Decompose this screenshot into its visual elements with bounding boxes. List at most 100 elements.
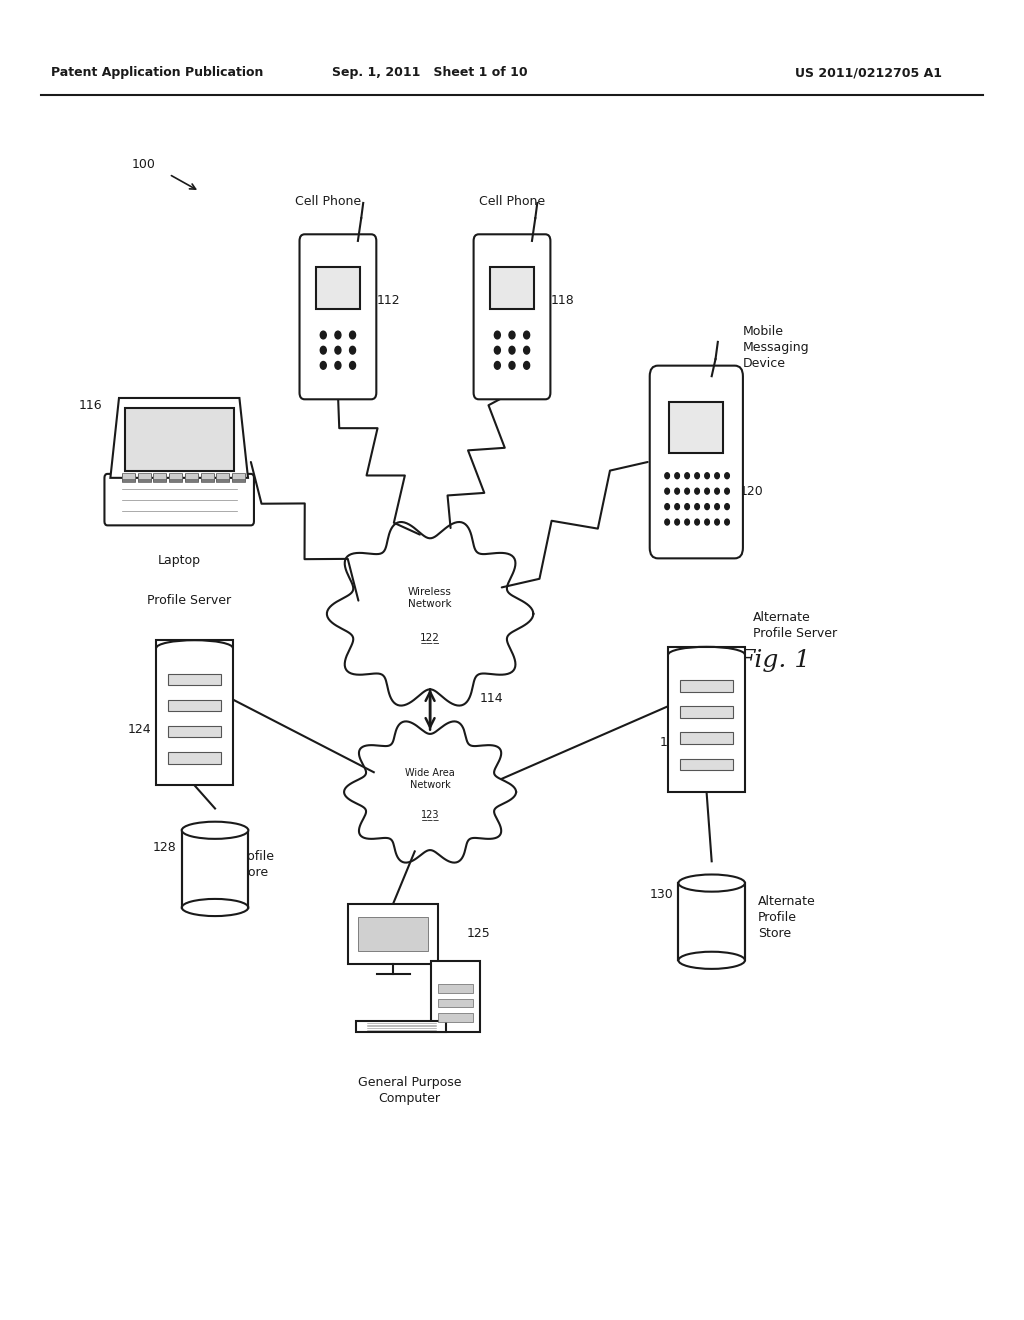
Bar xyxy=(438,1012,473,1022)
Polygon shape xyxy=(327,521,534,706)
Circle shape xyxy=(523,331,529,339)
Bar xyxy=(438,999,473,1007)
Text: Profile Server: Profile Server xyxy=(147,594,231,607)
Text: US 2011/0212705 A1: US 2011/0212705 A1 xyxy=(795,66,942,79)
Bar xyxy=(680,706,733,718)
Circle shape xyxy=(685,473,689,479)
Circle shape xyxy=(675,504,680,510)
Bar xyxy=(122,475,135,482)
Circle shape xyxy=(675,519,680,525)
Bar xyxy=(216,475,229,482)
Circle shape xyxy=(675,488,680,494)
Bar xyxy=(137,474,151,480)
Text: Alternate
Profile
Store: Alternate Profile Store xyxy=(758,895,815,940)
Text: 128: 128 xyxy=(153,841,176,854)
Bar xyxy=(182,830,248,908)
Circle shape xyxy=(335,362,341,370)
Circle shape xyxy=(715,504,719,510)
Polygon shape xyxy=(344,722,516,862)
Bar xyxy=(668,647,744,792)
Bar xyxy=(168,700,221,711)
Bar xyxy=(216,473,229,479)
Bar xyxy=(201,473,214,479)
Text: 126: 126 xyxy=(659,735,684,748)
Bar xyxy=(201,474,214,480)
Circle shape xyxy=(715,519,719,525)
Circle shape xyxy=(725,488,729,494)
Circle shape xyxy=(321,346,327,354)
Circle shape xyxy=(665,473,670,479)
Circle shape xyxy=(705,519,710,525)
Text: 1̲2̲3̲: 1̲2̲3̲ xyxy=(421,809,439,820)
Bar xyxy=(185,474,198,480)
Circle shape xyxy=(523,362,529,370)
Circle shape xyxy=(685,504,689,510)
Circle shape xyxy=(685,488,689,494)
Circle shape xyxy=(349,346,355,354)
Circle shape xyxy=(695,504,699,510)
Bar xyxy=(348,904,438,964)
Circle shape xyxy=(349,362,355,370)
Bar xyxy=(125,408,233,471)
Bar xyxy=(185,473,198,479)
Circle shape xyxy=(695,488,699,494)
Text: 120: 120 xyxy=(739,484,764,498)
Text: Cell Phone: Cell Phone xyxy=(295,195,360,207)
Circle shape xyxy=(705,504,710,510)
Ellipse shape xyxy=(678,952,744,969)
FancyBboxPatch shape xyxy=(650,366,743,558)
Circle shape xyxy=(509,346,515,354)
Bar xyxy=(154,474,166,480)
Bar xyxy=(122,473,135,479)
Text: 130: 130 xyxy=(649,887,674,900)
Bar xyxy=(168,752,221,763)
Circle shape xyxy=(715,473,719,479)
Circle shape xyxy=(665,519,670,525)
Bar xyxy=(168,726,221,738)
Circle shape xyxy=(685,519,689,525)
Circle shape xyxy=(321,362,327,370)
Bar xyxy=(678,883,745,961)
Circle shape xyxy=(725,519,729,525)
Circle shape xyxy=(695,473,699,479)
Circle shape xyxy=(715,488,719,494)
Circle shape xyxy=(349,331,355,339)
Bar xyxy=(232,474,245,480)
Bar xyxy=(316,267,359,309)
Bar xyxy=(232,474,245,480)
Circle shape xyxy=(725,473,729,479)
Bar xyxy=(490,267,534,309)
Circle shape xyxy=(665,504,670,510)
Bar xyxy=(438,985,473,993)
Text: Profile
Store: Profile Store xyxy=(236,850,274,879)
Text: 112: 112 xyxy=(377,293,400,306)
Text: Wireless
Network: Wireless Network xyxy=(409,587,452,609)
Bar xyxy=(122,474,135,480)
Ellipse shape xyxy=(678,874,744,892)
Bar xyxy=(168,673,221,685)
Bar xyxy=(154,474,166,480)
Text: General Purpose
Computer: General Purpose Computer xyxy=(357,1076,462,1105)
Circle shape xyxy=(509,362,515,370)
Bar xyxy=(156,640,232,785)
Bar xyxy=(154,475,166,482)
Bar xyxy=(680,759,733,770)
Bar xyxy=(201,474,214,480)
Bar xyxy=(169,474,182,480)
Circle shape xyxy=(705,473,710,479)
Text: 1̲2̲2̲: 1̲2̲2̲ xyxy=(420,632,440,643)
FancyBboxPatch shape xyxy=(299,235,377,399)
Text: Fig. 1: Fig. 1 xyxy=(737,648,811,672)
Text: 124: 124 xyxy=(127,722,152,735)
FancyBboxPatch shape xyxy=(104,474,254,525)
Ellipse shape xyxy=(182,899,248,916)
Text: 114: 114 xyxy=(479,692,503,705)
Circle shape xyxy=(523,346,529,354)
Circle shape xyxy=(725,504,729,510)
Text: 116: 116 xyxy=(79,399,102,412)
Circle shape xyxy=(705,488,710,494)
Text: 125: 125 xyxy=(467,927,490,940)
Bar xyxy=(137,473,151,479)
Ellipse shape xyxy=(182,821,248,840)
Circle shape xyxy=(335,346,341,354)
